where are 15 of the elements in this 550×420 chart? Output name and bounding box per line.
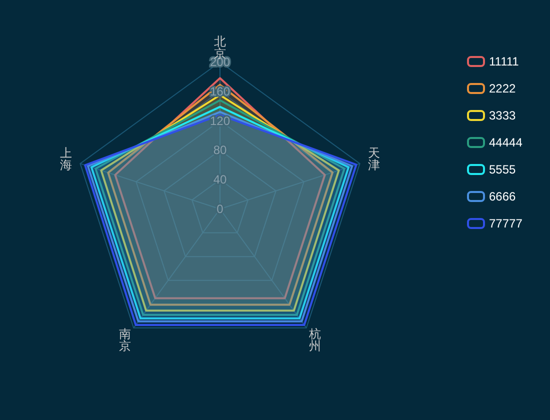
legend-label: 11111 (489, 54, 520, 68)
legend-label: 44444 (489, 136, 523, 150)
legend-label: 6666 (489, 190, 516, 204)
y-tick-label: 120 (210, 114, 230, 128)
legend-label: 3333 (489, 108, 516, 122)
legend-label: 77777 (489, 216, 523, 230)
legend-label: 2222 (489, 82, 516, 96)
spoke-label: 上海 (60, 146, 72, 172)
legend-label: 5555 (489, 162, 516, 176)
spoke-label: 杭州 (308, 326, 322, 353)
y-tick-label: 80 (213, 143, 227, 158)
spoke-label: 天津 (368, 146, 380, 172)
y-tick-label: 0 (216, 202, 224, 216)
y-tick-label: 40 (213, 172, 227, 187)
spoke-label: 南京 (118, 326, 131, 353)
